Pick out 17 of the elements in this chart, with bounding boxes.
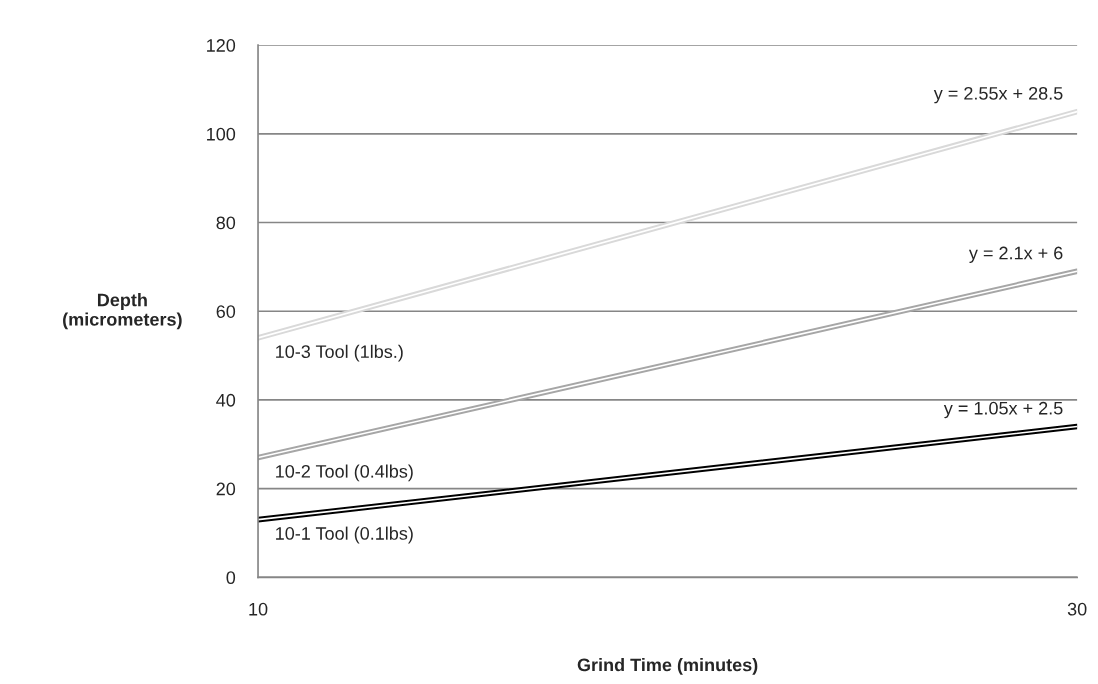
y-tick-label: 60	[216, 305, 236, 318]
series-label: 10-1 Tool (0.1lbs)	[276, 526, 413, 544]
annotation: y = 2.55x + 28.5	[933, 86, 1063, 104]
y-tick-label: 40	[216, 393, 236, 407]
y-tick-label: 0	[226, 571, 236, 585]
y-tick-label: 100	[207, 127, 236, 141]
annotation: y = 1.05x + 2.5	[943, 401, 1063, 419]
y-axis-title: Depth (micrometers)	[63, 293, 182, 330]
annotation: y = 2.1x + 6	[968, 246, 1063, 263]
x-tick-label: 10	[249, 602, 268, 616]
y-tick-label: 120	[207, 39, 236, 52]
x-tick-label: 30	[1067, 602, 1087, 616]
series-label: 10-3 Tool (1lbs.)	[276, 344, 403, 362]
series-label: 10-2 Tool (0.4lbs)	[276, 464, 413, 482]
y-tick-label: 20	[216, 482, 236, 496]
y-tick-label: 80	[216, 216, 236, 230]
x-axis-title: Grind Time (minutes)	[577, 658, 758, 675]
